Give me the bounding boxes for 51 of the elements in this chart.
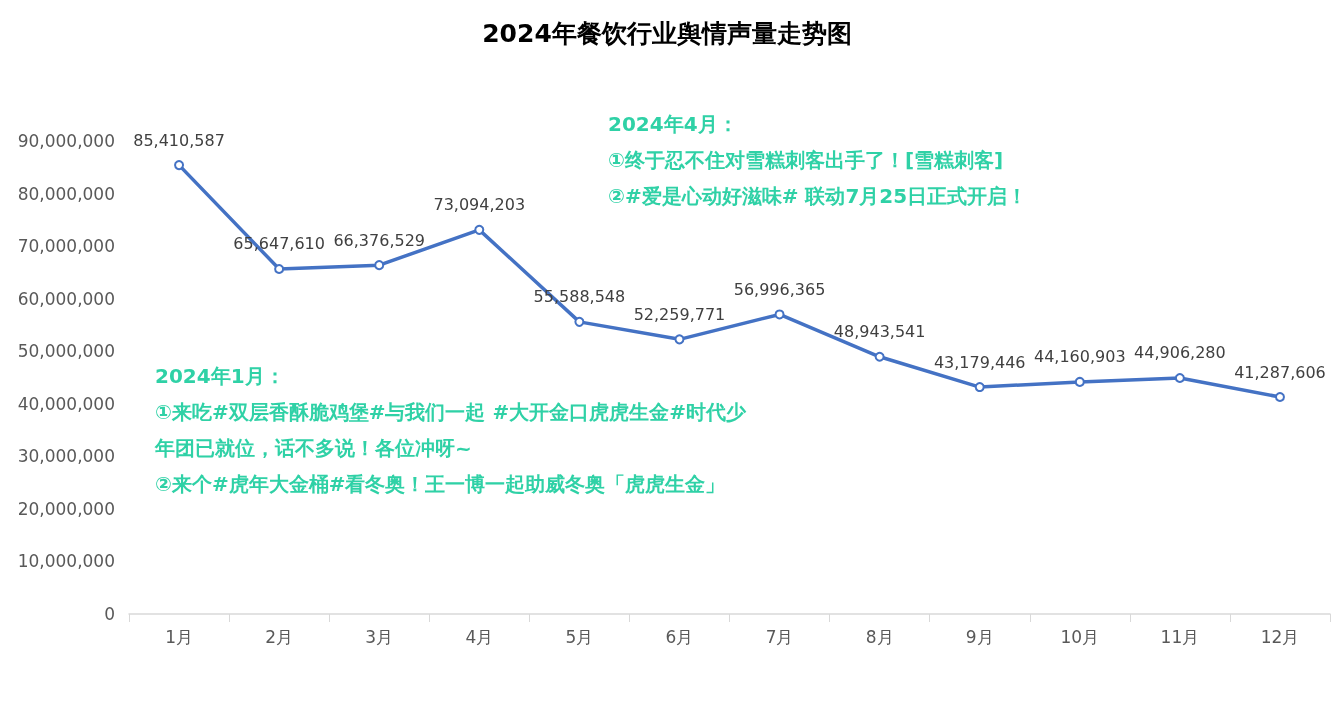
point	[1174, 372, 1185, 383]
data-label: 41,287,606	[1234, 362, 1326, 382]
annotation: ②#爱是心动好滋味# 联动7月25日正式开启！	[608, 184, 1028, 208]
data-label: 85,410,587	[133, 130, 225, 150]
x-tick-label: 4月	[465, 626, 494, 647]
x-tick-label: 10月	[1060, 626, 1100, 647]
annotation: ②来个#虎年大金桶#看冬奥！王一博一起助威冬奥「虎虎生金」	[155, 472, 726, 496]
x-tick-label: 3月	[365, 626, 394, 647]
point	[374, 260, 385, 271]
point	[474, 224, 485, 235]
x-tick-label: 6月	[665, 626, 694, 647]
point	[274, 263, 285, 274]
data-label: 44,906,280	[1134, 343, 1226, 363]
x-tick-label: 2月	[265, 626, 294, 647]
point	[1074, 376, 1085, 387]
data-label: 43,179,446	[933, 352, 1026, 372]
annotation: ①来吃#双层香酥脆鸡堡#与我们一起 #大开金口虎虎生金#时代少年团已就位，话不多说！各位冲呀~	[154, 400, 747, 460]
point	[574, 316, 585, 327]
y-tick-label: 90,000,000	[17, 131, 115, 151]
y-tick-label: 20,000,000	[17, 498, 115, 519]
annotation: ①终于忍不住对雪糕刺客出手了！[雪糕刺客]	[608, 148, 1004, 172]
point	[874, 351, 885, 362]
point	[674, 334, 685, 345]
point	[1274, 392, 1285, 403]
x-tick-label: 7月	[765, 626, 794, 647]
point	[774, 309, 785, 320]
y-tick-label: 70,000,000	[17, 236, 115, 257]
text: 2024年4月：	[608, 112, 738, 136]
point	[174, 160, 185, 171]
x-tick-label: 8月	[865, 626, 894, 647]
y-tick-label: 30,000,000	[17, 446, 115, 467]
annotation: 2024年1月：	[155, 364, 285, 388]
data-label: 73,094,203	[433, 195, 526, 215]
y-tick-label: 80,000,000	[17, 183, 115, 204]
x-tick-label: 1月	[165, 626, 193, 647]
y-tick-label: 40,000,000	[17, 393, 115, 414]
x-tick-label: 9月	[965, 626, 994, 647]
x-tick-label: 12月	[1260, 626, 1300, 647]
data-label: 52,259,771	[633, 304, 726, 324]
x-tick-label: 11月	[1160, 626, 1200, 647]
data-label: 66,376,529	[333, 230, 426, 250]
x-tick-label: 5月	[565, 626, 594, 647]
chart-title: 2024年餐饮行业舆情声量走势图	[482, 19, 852, 48]
y-tick-label: 10,000,000	[17, 551, 115, 572]
point	[974, 382, 985, 393]
y-tick-label: 0	[104, 604, 115, 624]
data-label: 44,160,903	[1033, 347, 1126, 367]
y-tick-label: 50,000,000	[17, 341, 115, 362]
data-label: 48,943,541	[833, 322, 926, 342]
y-tick-label: 60,000,000	[17, 288, 115, 309]
data-label: 56,996,365	[733, 279, 826, 299]
